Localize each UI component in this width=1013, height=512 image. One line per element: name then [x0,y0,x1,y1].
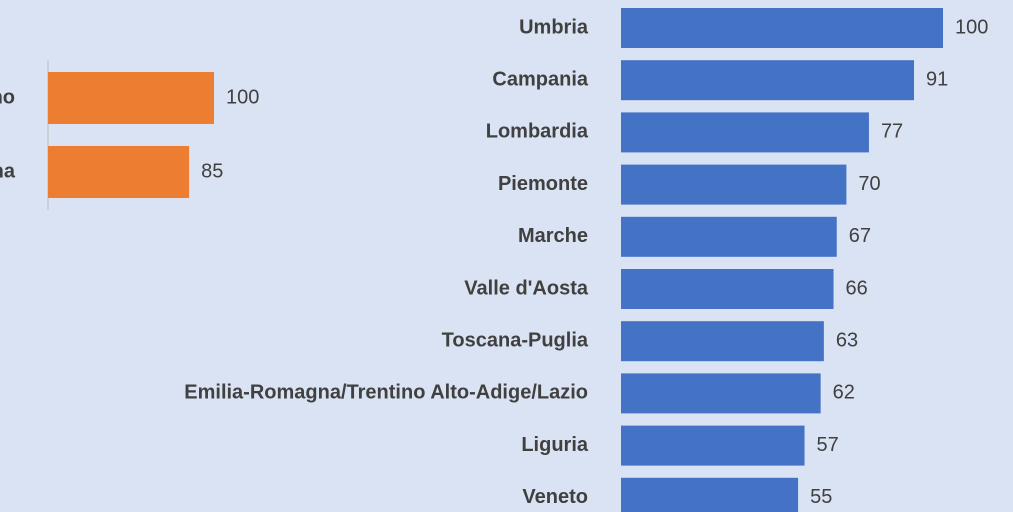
value-label: 57 [817,434,839,456]
category-label: Veneto [522,486,588,508]
bar [48,146,190,198]
bar [621,216,837,257]
bar [621,112,869,153]
value-label: 67 [849,225,871,247]
category-label: Lombardia [486,121,589,143]
category-label: Marche [518,225,588,247]
value-label: 70 [858,173,880,195]
value-label: 77 [881,121,903,143]
category-label: no [0,86,15,108]
bar [621,321,824,362]
category-label: Emilia-Romagna/Trentino Alto-Adige/Lazio [184,382,588,404]
bar [621,164,847,205]
category-label: na [0,160,16,182]
bar [621,60,915,101]
category-label: Liguria [521,434,589,456]
category-label: Toscana-Puglia [442,329,589,351]
category-label: Valle d'Aosta [464,277,589,299]
category-label: Campania [492,68,588,90]
value-label: 100 [955,16,988,38]
category-label: Piemonte [498,173,588,195]
bar [621,8,943,48]
bar [621,425,805,466]
value-label: 91 [926,68,948,90]
value-label: 85 [201,160,223,182]
bar [621,269,834,309]
value-label: 62 [833,382,855,404]
category-label: Umbria [519,16,589,38]
value-label: 63 [836,329,858,351]
bar [621,477,799,512]
value-label: 100 [226,86,259,108]
bar [621,373,821,414]
value-label: 55 [810,486,832,508]
bar [48,72,214,124]
value-label: 66 [846,277,868,299]
